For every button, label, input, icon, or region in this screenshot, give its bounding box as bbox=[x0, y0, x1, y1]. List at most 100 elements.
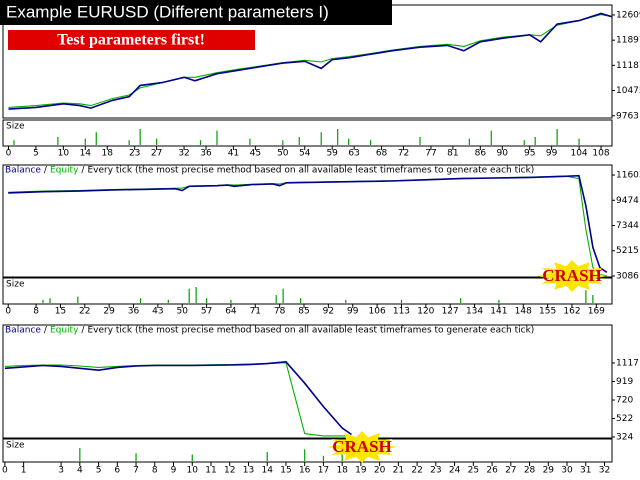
y-tick-label: 11603 bbox=[616, 171, 640, 181]
x-tick-label: 18 bbox=[336, 466, 348, 476]
y-tick-label: 11187 bbox=[616, 61, 640, 71]
note-box bbox=[8, 30, 255, 50]
x-tick-label: 29 bbox=[103, 307, 115, 317]
x-tick-label: 0 bbox=[2, 466, 8, 476]
x-tick-label: 54 bbox=[299, 149, 311, 159]
crash-burst bbox=[326, 431, 398, 463]
x-tick-label: 15 bbox=[55, 307, 66, 317]
x-tick-label: 71 bbox=[250, 307, 261, 317]
size-frame bbox=[2, 438, 613, 463]
y-tick-label: 919 bbox=[616, 377, 633, 387]
legend-separator: / bbox=[81, 166, 85, 176]
y-tick-label: 720 bbox=[616, 396, 633, 406]
x-tick-label: 72 bbox=[398, 149, 409, 159]
x-tick-label: 86 bbox=[475, 149, 487, 159]
x-tick-label: 0 bbox=[5, 307, 11, 317]
y-tick-label: 3086 bbox=[616, 271, 639, 281]
y-tick-label: 10475 bbox=[616, 86, 640, 96]
x-tick-label: 45 bbox=[250, 149, 261, 159]
x-tick-label: 141 bbox=[490, 307, 507, 317]
x-tick-label: 36 bbox=[128, 307, 140, 317]
x-tick-label: 1 bbox=[21, 466, 27, 476]
x-tick-label: 29 bbox=[543, 466, 555, 476]
x-tick-label: 12 bbox=[224, 466, 235, 476]
x-tick-label: 95 bbox=[524, 149, 535, 159]
x-tick-label: 5 bbox=[96, 466, 102, 476]
x-tick-label: 23 bbox=[430, 466, 441, 476]
title-box bbox=[0, 0, 392, 25]
x-tick-label: 134 bbox=[466, 307, 483, 317]
y-tick-label: 324 bbox=[616, 432, 633, 442]
x-tick-label: 10 bbox=[58, 149, 70, 159]
x-tick-label: 0 bbox=[6, 149, 12, 159]
size-label: Size bbox=[6, 280, 25, 290]
x-tick-label: 169 bbox=[588, 307, 605, 317]
x-tick-label: 127 bbox=[442, 307, 459, 317]
x-tick-label: 9 bbox=[171, 466, 177, 476]
x-tick-label: 11 bbox=[205, 466, 216, 476]
x-tick-label: 77 bbox=[425, 149, 436, 159]
x-tick-label: 43 bbox=[152, 307, 163, 317]
series-line bbox=[8, 174, 608, 273]
x-tick-label: 30 bbox=[561, 466, 573, 476]
chart-title: Example EURUSD (Different parameters I) bbox=[6, 2, 329, 21]
annotation: Test parameters first! bbox=[57, 32, 205, 49]
y-tick-label: 5215 bbox=[616, 246, 639, 256]
x-tick-label: 13 bbox=[243, 466, 254, 476]
x-tick-label: 27 bbox=[151, 149, 162, 159]
x-tick-label: 10 bbox=[187, 466, 199, 476]
x-tick-label: 57 bbox=[201, 307, 212, 317]
legend-separator: / bbox=[81, 326, 85, 336]
x-tick-label: 6 bbox=[114, 466, 120, 476]
legend-entry: Equity bbox=[50, 326, 79, 336]
x-tick-label: 99 bbox=[347, 307, 359, 317]
x-tick-label: 23 bbox=[129, 149, 140, 159]
size-frame bbox=[2, 119, 613, 147]
x-tick-label: 19 bbox=[355, 466, 367, 476]
x-tick-label: 27 bbox=[505, 466, 516, 476]
x-tick-label: 78 bbox=[274, 307, 286, 317]
x-tick-label: 3 bbox=[58, 466, 64, 476]
series-line bbox=[4, 360, 352, 436]
x-tick-label: 162 bbox=[563, 307, 580, 317]
x-tick-label: 36 bbox=[200, 149, 212, 159]
x-tick-label: 85 bbox=[298, 307, 309, 317]
x-tick-label: 26 bbox=[486, 466, 498, 476]
y-tick-label: 9763 bbox=[616, 111, 639, 121]
legend-entry: Balance bbox=[5, 166, 41, 176]
legend-entry: Balance bbox=[5, 326, 41, 336]
x-tick-label: 24 bbox=[449, 466, 461, 476]
series-line bbox=[8, 12, 612, 110]
x-tick-label: 113 bbox=[393, 307, 410, 317]
x-tick-label: 25 bbox=[468, 466, 479, 476]
plot-frame bbox=[2, 164, 613, 278]
x-tick-label: 99 bbox=[546, 149, 558, 159]
x-tick-label: 8 bbox=[33, 307, 39, 317]
x-tick-label: 8 bbox=[152, 466, 158, 476]
subtitle: Every tick (the most precise method base… bbox=[87, 166, 534, 176]
x-tick-label: 18 bbox=[102, 149, 114, 159]
x-tick-label: 106 bbox=[369, 307, 386, 317]
x-tick-label: 14 bbox=[80, 149, 92, 159]
size-frame bbox=[2, 277, 613, 305]
x-tick-label: 50 bbox=[277, 149, 289, 159]
x-tick-label: 22 bbox=[411, 466, 422, 476]
x-tick-label: 4 bbox=[77, 466, 83, 476]
x-tick-label: 104 bbox=[570, 149, 587, 159]
legend-separator: / bbox=[44, 326, 48, 336]
crash-burst bbox=[536, 260, 608, 292]
y-tick-label: 1117 bbox=[616, 358, 639, 368]
x-tick-label: 16 bbox=[299, 466, 311, 476]
x-tick-label: 63 bbox=[348, 149, 359, 159]
x-tick-label: 15 bbox=[280, 466, 291, 476]
x-tick-label: 120 bbox=[417, 307, 434, 317]
legend-separator: / bbox=[44, 166, 48, 176]
legend-entry: Equity bbox=[50, 166, 79, 176]
x-tick-label: 90 bbox=[497, 149, 509, 159]
x-tick-label: 32 bbox=[178, 149, 189, 159]
y-tick-label: 9474 bbox=[616, 196, 639, 206]
subtitle: Every tick (the most precise method base… bbox=[87, 326, 534, 336]
annotation: CRASH bbox=[332, 437, 392, 456]
x-tick-label: 17 bbox=[318, 466, 329, 476]
